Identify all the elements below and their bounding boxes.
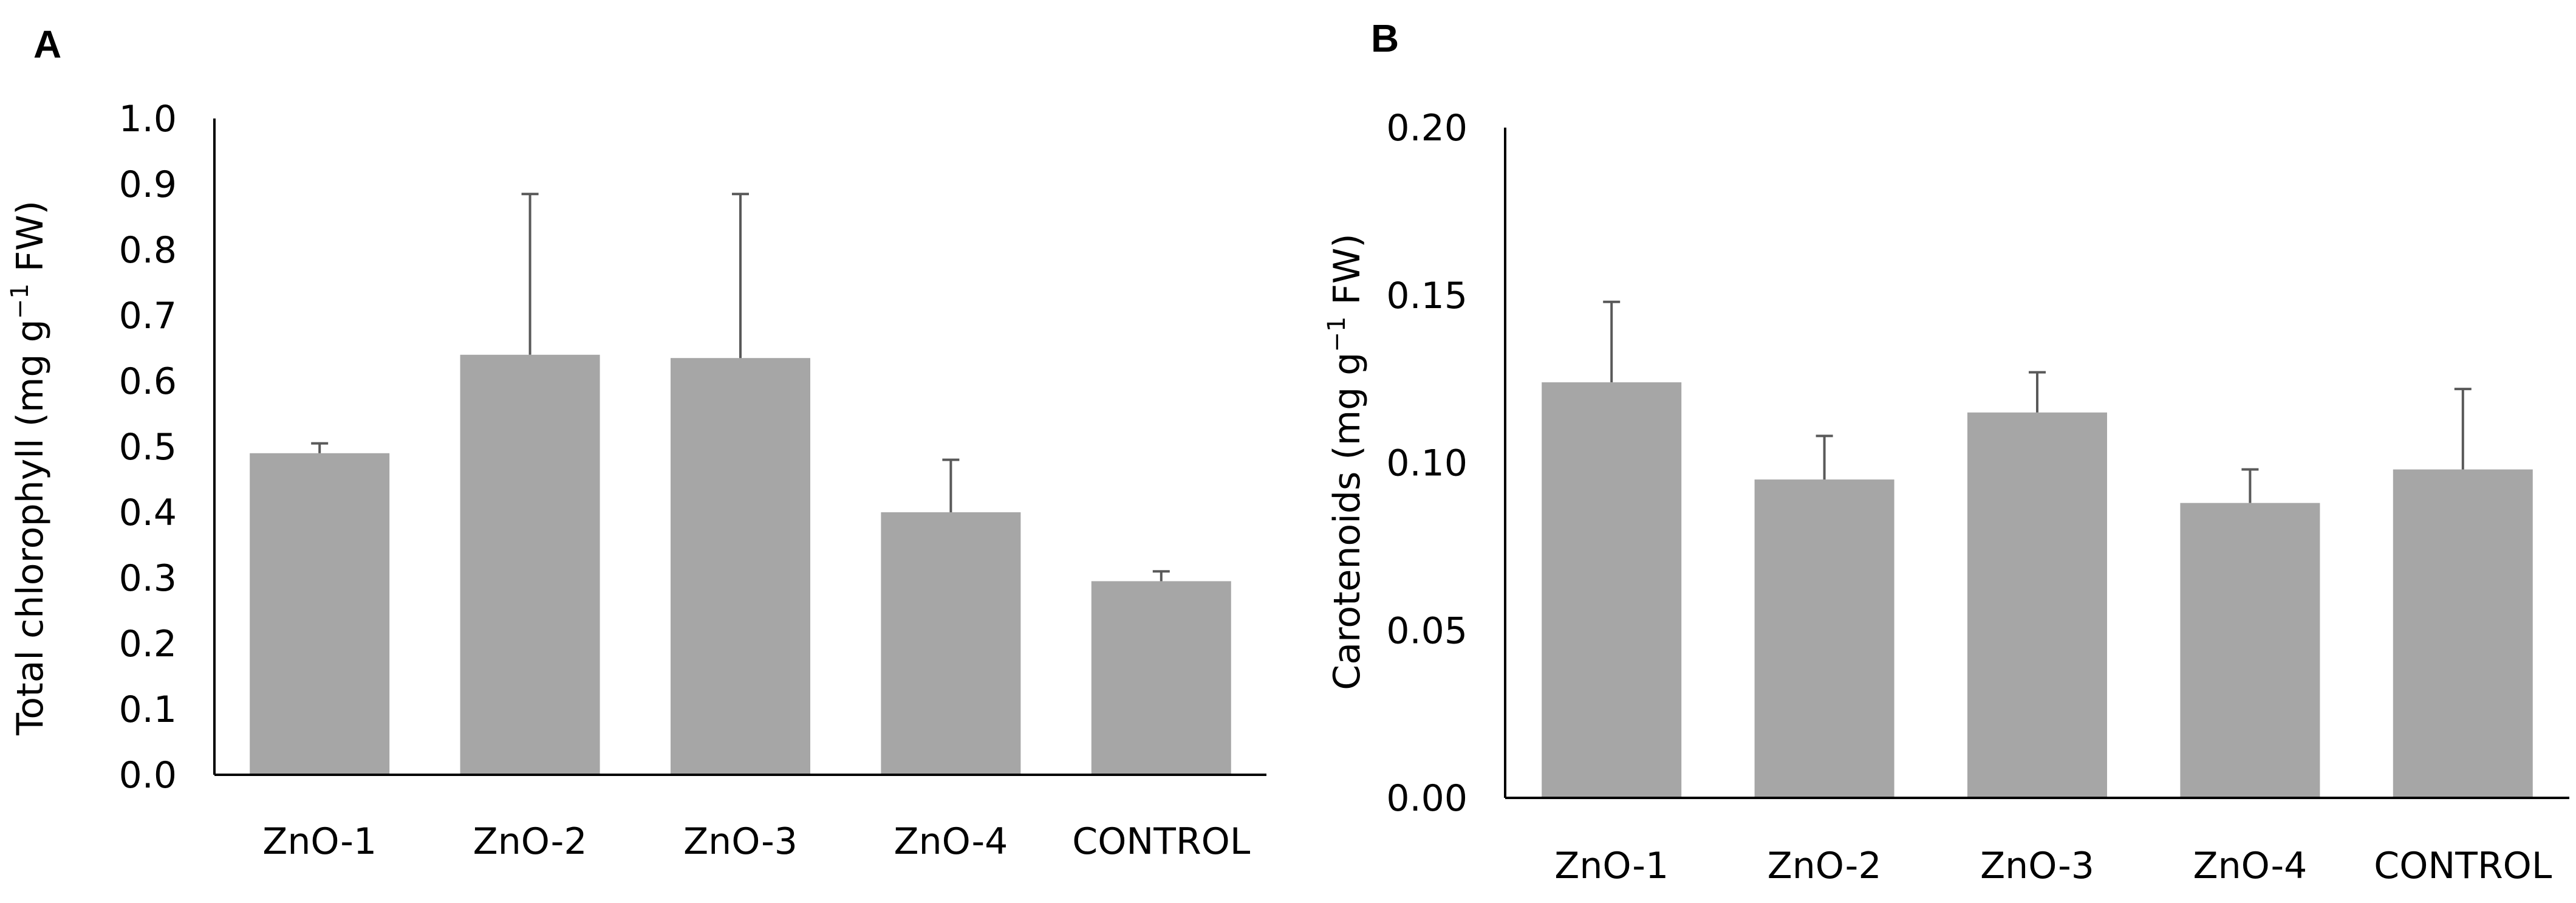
error-bar-a-zno-4: [942, 458, 960, 512]
y-axis-label-a-main: Total chlorophyll (mg g: [9, 319, 52, 736]
bar-a-zno-1: [250, 453, 390, 775]
bar-b-zno-4: [2180, 503, 2320, 798]
y-tick-label-b-2: 0.10: [1386, 442, 1467, 485]
x-categories-b: ZnO-1 ZnO-2 ZnO-3 ZnO-4 CONTROL: [1554, 845, 2552, 887]
bars-a: [250, 354, 1231, 775]
bar-b-zno-2: [1754, 479, 1894, 798]
y-tick-label-a-2: 0.2: [119, 623, 177, 665]
x-tick-label-b-0: ZnO-1: [1554, 845, 1669, 887]
x-tick-label-b-2: ZnO-3: [1980, 845, 2094, 887]
y-tick-label-b-3: 0.15: [1386, 275, 1467, 317]
bars-b: [1542, 382, 2533, 798]
y-tick-label-a-6: 0.6: [119, 360, 177, 403]
y-tick-label-b-0: 0.00: [1386, 777, 1467, 820]
y-tick-label-a-9: 0.9: [119, 163, 177, 206]
y-tick-label-b-1: 0.05: [1386, 609, 1467, 652]
y-tick-label-a-3: 0.3: [119, 557, 177, 600]
x-tick-label-b-1: ZnO-2: [1768, 845, 1882, 887]
x-tick-label-a-4: CONTROL: [1072, 820, 1251, 863]
bar-b-zno-1: [1542, 382, 1682, 798]
bar-b-zno-3: [1967, 412, 2107, 798]
error-bar-b-zno-3: [2029, 371, 2046, 413]
error-bar-b-zno-2: [1816, 434, 1833, 480]
bar-a-control: [1091, 581, 1231, 775]
svg-text:Total chlorophyll (mg g−1 FW): Total chlorophyll (mg g−1 FW): [6, 201, 52, 736]
y-axis-label-b-sup: −1: [1323, 317, 1351, 352]
error-bar-b-zno-4: [2241, 468, 2259, 503]
chart-panel-b: B Carotenoids (mg g−1 FW) 0.000.050.100.…: [1323, 16, 2569, 887]
error-bar-a-zno-2: [521, 193, 539, 355]
y-tick-label-a-7: 0.7: [119, 295, 177, 337]
chart-panel-a: A Total chlorophyll (mg g−1 FW) 0.00.10.…: [6, 22, 1266, 863]
y-axis-label-b-main: Carotenoids (mg g: [1326, 352, 1368, 690]
error-bar-a-control: [1152, 570, 1170, 582]
y-tick-label-a-0: 0.0: [119, 754, 177, 797]
error-bar-a-zno-3: [732, 193, 749, 359]
error-bar-b-zno-1: [1603, 300, 1621, 383]
x-tick-label-a-0: ZnO-1: [262, 820, 377, 863]
y-axis-label-b-tail: FW): [1326, 233, 1368, 316]
y-axis-label-a: Total chlorophyll (mg g−1 FW): [6, 201, 52, 736]
x-categories-a: ZnO-1 ZnO-2 ZnO-3 ZnO-4 CONTROL: [262, 820, 1251, 863]
error-bars-a: [311, 193, 1170, 582]
x-tick-label-a-2: ZnO-3: [683, 820, 798, 863]
error-bars-b: [1603, 300, 2472, 503]
bar-a-zno-3: [671, 358, 810, 775]
svg-text:Carotenoids (mg g−1 FW): Carotenoids (mg g−1 FW): [1323, 233, 1368, 690]
y-tick-label-a-10: 1.0: [119, 98, 177, 140]
error-bar-a-zno-1: [311, 442, 329, 453]
panel-label-b: B: [1371, 16, 1399, 60]
y-tick-label-a-4: 0.4: [119, 492, 177, 534]
x-tick-label-b-3: ZnO-4: [2193, 845, 2307, 887]
y-ticks-a: 0.0 0.1 0.2 0.3 0.4 0.5 0.6 0.7 0.8 0.9 1.0: [119, 98, 177, 797]
x-tick-label-a-3: ZnO-4: [893, 820, 1008, 863]
y-tick-label-a-1: 0.1: [119, 688, 177, 731]
x-tick-label-b-4: CONTROL: [2374, 845, 2552, 887]
y-tick-label-a-5: 0.5: [119, 426, 177, 469]
x-tick-label-a-1: ZnO-2: [473, 820, 587, 863]
error-bar-b-control: [2454, 388, 2472, 470]
y-tick-label-a-8: 0.8: [119, 229, 177, 272]
bar-a-zno-4: [881, 512, 1021, 775]
y-tick-label-b-4: 0.20: [1386, 107, 1467, 149]
y-axis-label-a-tail: FW): [9, 201, 52, 283]
bar-b-control: [2393, 469, 2533, 798]
y-ticks-b: 0.00 0.05 0.10 0.15 0.20: [1386, 107, 1467, 820]
panel-label-a: A: [33, 22, 61, 66]
y-axis-label-a-sup: −1: [6, 283, 34, 319]
y-axis-label-b: Carotenoids (mg g−1 FW): [1323, 233, 1368, 690]
bar-a-zno-2: [460, 354, 600, 775]
